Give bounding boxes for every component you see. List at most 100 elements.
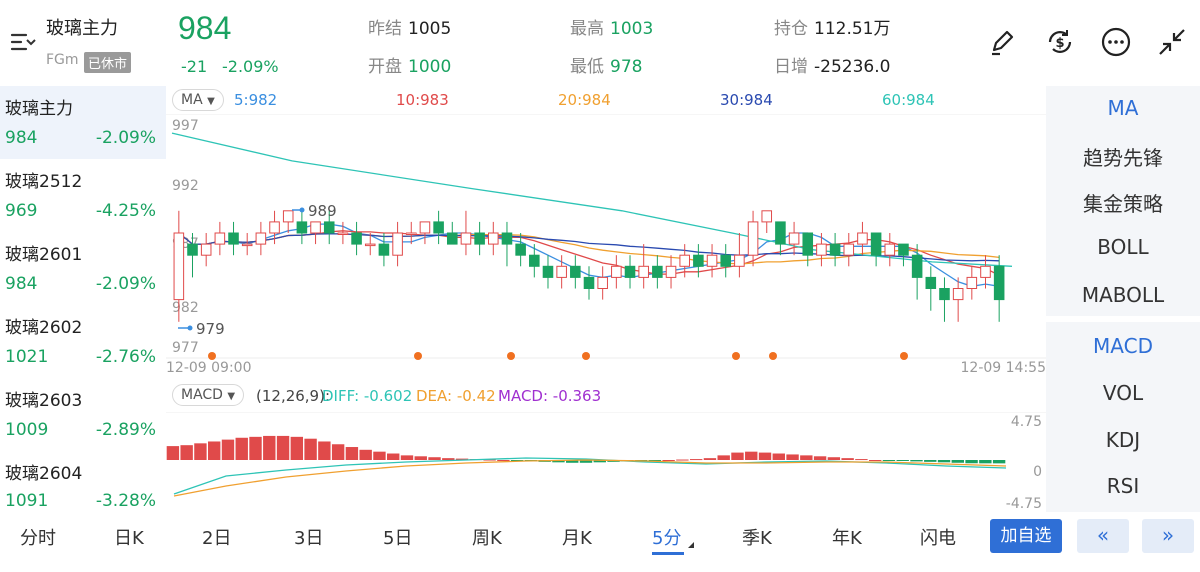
next-button[interactable]: » [1142,519,1194,553]
more-icon[interactable] [1100,26,1132,58]
ma5-value: 5:982 [234,91,278,109]
candlestick-chart[interactable]: 997 992 987 982 977 989 979 12-09 09:00 … [166,114,1046,374]
tab-5day[interactable]: 5日 [383,528,413,549]
prev-close-stat: 昨结 1005 [368,14,451,39]
watchlist-item-name: 玻璃2512 [5,172,83,192]
watchlist-item-pct: -2.76% [95,347,156,367]
macd-bar [566,460,579,463]
prev-close-value: 1005 [408,19,452,39]
contract-code: FGm [46,52,79,68]
sub-indicator-label: MACD [181,387,223,403]
candle-body [679,254,690,267]
y-tick-label: 977 [172,340,199,356]
candle-body [542,265,554,278]
sub-indicator-select[interactable]: MACD ▼ [172,384,245,406]
macd-bar [497,460,510,461]
ma20-value: 20:984 [558,91,611,109]
candle-body [611,265,622,278]
macd-chart[interactable]: 4.75 0 -4.75 [166,412,1046,512]
watchlist-item[interactable]: 玻璃2512 969 -4.25% [0,159,166,232]
y-tick-label: 992 [172,178,199,194]
macd-bar [689,459,703,461]
watchlist-item[interactable]: 玻璃2601 984 -2.09% [0,232,166,305]
indicator-vol[interactable]: VOL [1102,381,1144,405]
add-watchlist-button[interactable]: 加自选 [990,519,1062,553]
svg-text:$: $ [1055,36,1064,51]
open-label: 开盘 [368,57,402,77]
candle-body [993,265,1005,301]
candle-body [706,254,718,267]
watchlist-item[interactable]: 玻璃2604 1091 -3.28% [0,451,166,512]
tab-dropdown-icon [688,542,694,548]
tab-5min[interactable]: 5分 [652,528,682,549]
tab-yearly[interactable]: 年K [832,528,862,549]
watchlist-item-price: 969 [5,201,38,221]
tab-weekly[interactable]: 周K [472,528,502,549]
candle-body [282,210,294,223]
macd-bar [166,446,180,460]
indicator-strategy[interactable]: 集金策略 [1083,192,1163,216]
candle-body [652,265,663,278]
watchlist-item-pct: -2.09% [95,274,156,294]
oi-chg-stat: 日增 -25236.0 [774,52,890,77]
candle-body [857,232,868,245]
event-dot [414,352,422,360]
tab-quarterly[interactable]: 季K [742,528,772,549]
low-value: 978 [610,57,643,77]
main-indicator-select[interactable]: MA ▼ [172,89,224,111]
macd-bar [965,460,978,464]
macd-bar [910,460,923,462]
tab-daily[interactable]: 日K [114,528,144,549]
low-stat: 最低 978 [570,52,642,77]
macd-bar [180,445,193,460]
currency-icon[interactable]: $ [1044,26,1076,58]
high-value: 1003 [610,19,654,39]
macd-bar [813,456,827,460]
macd-bar [194,443,207,460]
macd-bar [249,436,262,460]
draw-icon[interactable] [986,26,1018,58]
main-indicator-group: MA 趋势先锋 集金策略 BOLL MABOLL [1046,86,1200,316]
period-tabs: 分时 日K 2日 3日 5日 周K 月K 5分 季K 年K 闪电 加自选 « » [0,512,1200,572]
macd-bar [483,459,496,461]
menu-icon[interactable] [10,30,38,54]
candle-body [474,232,485,245]
indicator-rsi[interactable]: RSI [1106,474,1140,498]
watchlist-item[interactable]: 玻璃2602 1021 -2.76% [0,305,166,378]
event-dot [900,352,908,360]
low-label: 最低 [570,57,604,77]
dropdown-icon: ▼ [227,391,236,402]
candle-body [925,276,937,289]
candle-body [269,221,280,234]
tab-3day[interactable]: 3日 [294,528,324,549]
watchlist-item[interactable]: 玻璃主力 984 -2.09% [0,86,166,159]
indicator-macd[interactable]: MACD [1093,334,1153,358]
indicator-boll[interactable]: BOLL [1097,235,1149,259]
tab-intraday[interactable]: 分时 [20,528,56,549]
indicator-maboll[interactable]: MABOLL [1081,283,1165,307]
macd-bar [937,460,951,463]
indicator-ma[interactable]: MA [1107,96,1139,120]
tab-flash[interactable]: 闪电 [920,528,956,549]
prev-button[interactable]: « [1077,519,1129,553]
tab-monthly[interactable]: 月K [562,528,592,549]
indicator-trend[interactable]: 趋势先锋 [1083,146,1163,170]
collapse-icon[interactable] [1156,26,1188,58]
candle-body [884,243,896,256]
candle-body [747,221,759,256]
candle-body [570,265,581,278]
tab-2day[interactable]: 2日 [202,528,232,549]
watchlist-item[interactable]: 玻璃2603 1009 -2.89% [0,378,166,451]
macd-bar [731,452,744,460]
chart-area[interactable]: MA ▼ 5:982 10:983 20:984 30:984 60:984 9… [166,86,1046,512]
candle-body [310,221,321,234]
quote-header: 玻璃主力 FGm 已休市 984 -21 -2.09% 昨结 1005 开盘 100… [0,0,1200,86]
macd-bar [855,459,868,461]
candle-body [241,243,253,247]
indicator-kdj[interactable]: KDJ [1105,428,1141,452]
macd-bar [979,460,992,464]
indicator-panel: MA 趋势先锋 集金策略 BOLL MABOLL MACD VOL KDJ RS… [1046,86,1200,512]
macd-bar [579,460,593,463]
sub-indicator-group: MACD VOL KDJ RSI [1046,322,1200,512]
time-end-label: 12-09 14:55 [961,360,1046,374]
